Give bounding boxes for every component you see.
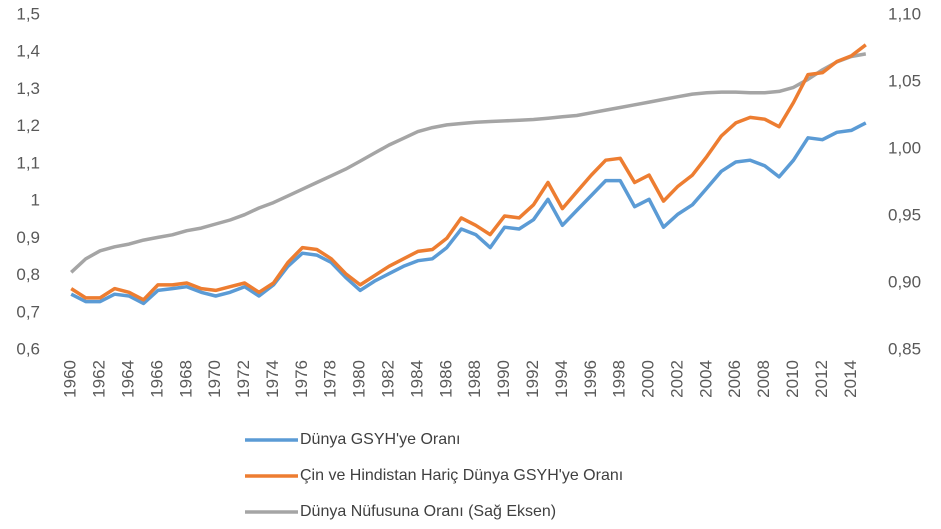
- x-tick-label: 2008: [754, 360, 773, 398]
- y-tick-label: 1,4: [16, 42, 40, 61]
- y-tick-label: 1,1: [16, 153, 40, 172]
- x-tick-label: 2004: [696, 360, 715, 398]
- x-tick-label: 2012: [812, 360, 831, 398]
- x-tick-label: 1992: [523, 360, 542, 398]
- series-line: [70, 52, 867, 274]
- y2-tick-label: 0,90: [888, 272, 921, 291]
- y-tick-label: 0,6: [16, 339, 40, 358]
- x-tick-label: 2002: [667, 360, 686, 398]
- y-tick-label: 1,2: [16, 116, 40, 135]
- legend-label: Çin ve Hindistan Hariç Dünya GSYH'ye Ora…: [300, 467, 623, 484]
- x-tick-label: 1980: [350, 360, 369, 398]
- x-tick-label: 1998: [610, 360, 629, 398]
- y2-tick-label: 1,10: [888, 4, 921, 23]
- y-tick-label: 1,5: [16, 4, 40, 23]
- x-tick-label: 1994: [552, 360, 571, 398]
- x-tick-label: 1986: [436, 360, 455, 398]
- y-tick-label: 1,3: [16, 79, 40, 98]
- x-tick-label: 1996: [581, 360, 600, 398]
- y-tick-label: 0,8: [16, 265, 40, 284]
- x-tick-label: 1982: [379, 360, 398, 398]
- series-line: [70, 43, 867, 302]
- x-tick-label: 2010: [783, 360, 802, 398]
- x-tick-label: 1964: [118, 360, 137, 398]
- y-tick-label: 0,7: [16, 302, 40, 321]
- y-tick-label: 1: [31, 191, 40, 210]
- legend-label: Dünya Nüfusuna Oranı (Sağ Eksen): [300, 503, 556, 520]
- x-tick-label: 1970: [205, 360, 224, 398]
- x-tick-label: 1968: [176, 360, 195, 398]
- x-tick-label: 2006: [725, 360, 744, 398]
- x-tick-label: 1972: [234, 360, 253, 398]
- x-tick-label: 1978: [321, 360, 340, 398]
- x-tick-label: 1990: [494, 360, 513, 398]
- x-tick-label: 1966: [147, 360, 166, 398]
- y2-tick-label: 0,85: [888, 339, 921, 358]
- x-tick-label: 1962: [90, 360, 109, 398]
- series-line: [70, 121, 867, 306]
- legend-label: Dünya GSYH'ye Oranı: [300, 431, 460, 448]
- x-tick-label: 2000: [639, 360, 658, 398]
- y-tick-label: 0,9: [16, 228, 40, 247]
- y2-tick-label: 1,05: [888, 71, 921, 90]
- x-tick-label: 2014: [841, 360, 860, 398]
- x-tick-label: 1960: [61, 360, 80, 398]
- x-tick-label: 1976: [292, 360, 311, 398]
- y2-tick-label: 0,95: [888, 205, 921, 224]
- x-tick-label: 1984: [407, 360, 426, 398]
- y2-tick-label: 1,00: [888, 138, 921, 157]
- x-tick-label: 1988: [465, 360, 484, 398]
- x-tick-label: 1974: [263, 360, 282, 398]
